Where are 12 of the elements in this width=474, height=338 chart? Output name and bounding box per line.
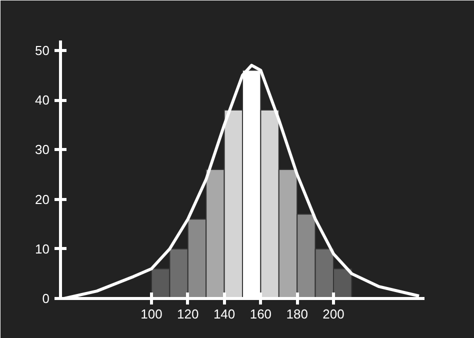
y-tick-label: 30 — [35, 142, 50, 158]
x-tick-label: 120 — [177, 306, 199, 322]
x-tick-label: 200 — [322, 306, 344, 322]
y-tick-label: 50 — [35, 42, 50, 58]
y-tick-label: 20 — [35, 192, 50, 207]
x-tick-label: 140 — [213, 306, 236, 322]
y-tick-label: 40 — [35, 92, 50, 108]
y-tick-label: 0 — [42, 291, 50, 306]
x-tick-label: 180 — [286, 306, 308, 322]
y-tick-label: 10 — [35, 241, 50, 256]
x-tick-label: 160 — [250, 306, 272, 322]
x-tick-label: 100 — [140, 306, 162, 322]
